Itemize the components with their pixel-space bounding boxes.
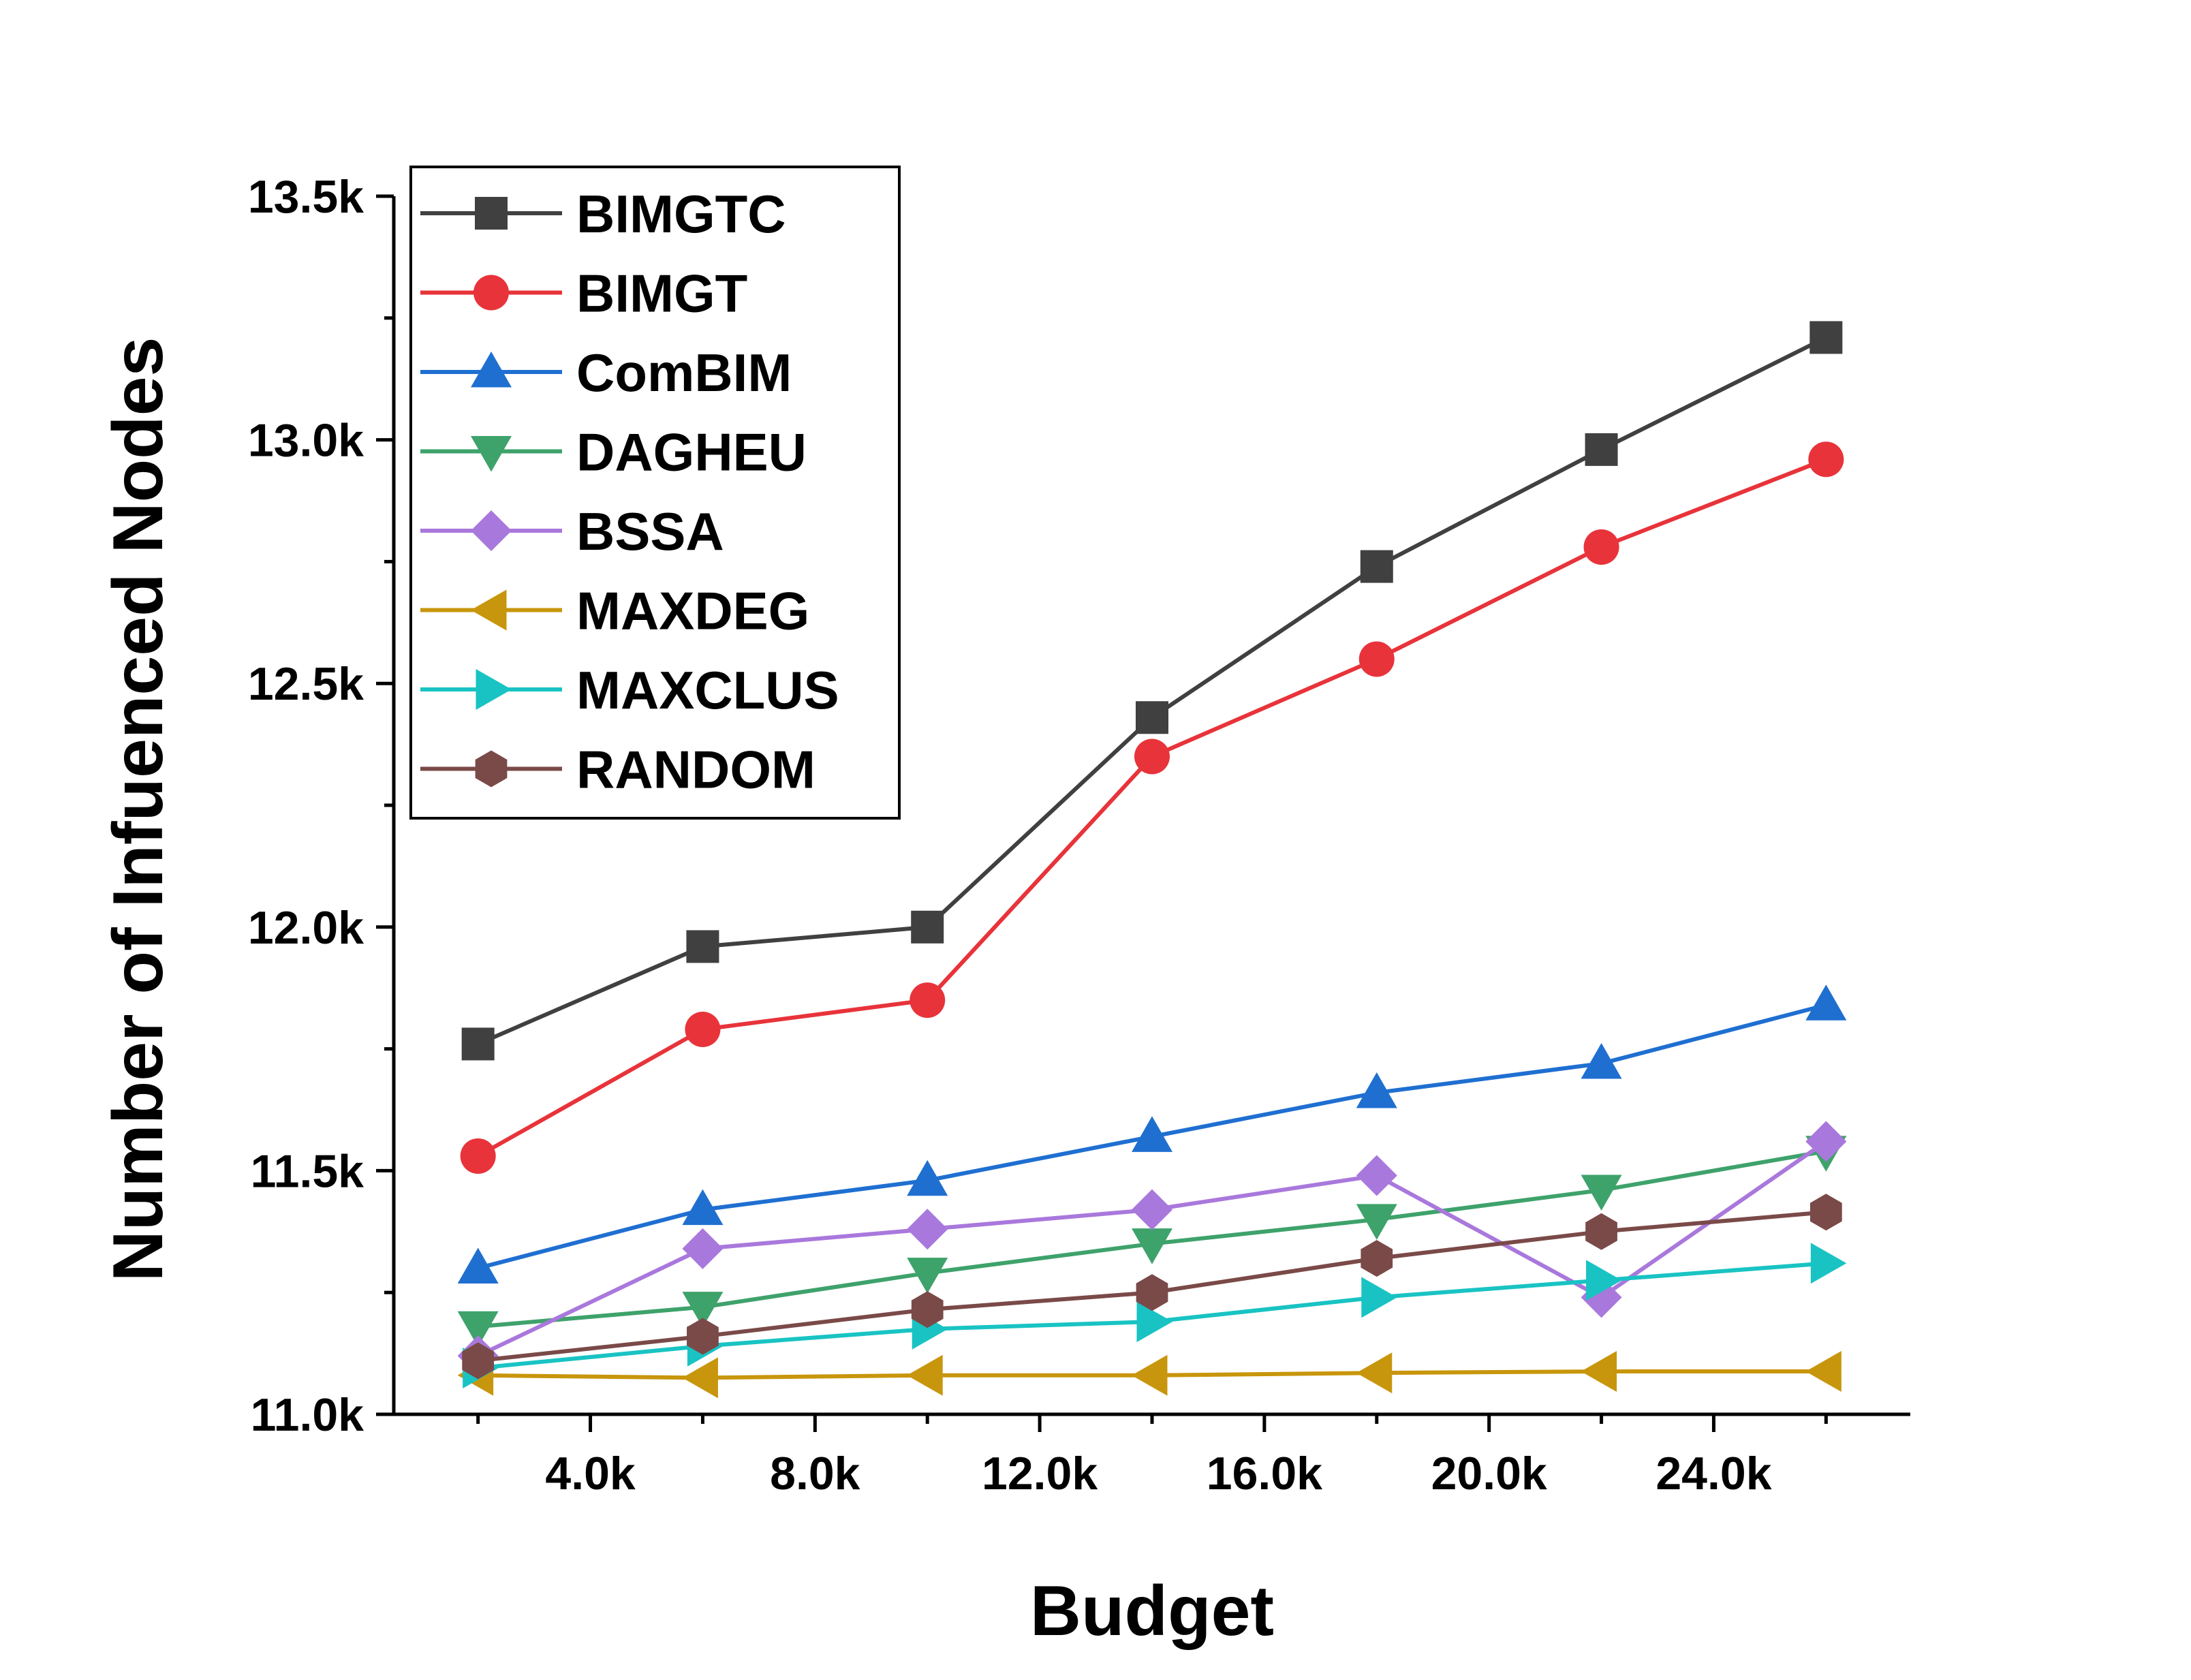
legend-marker	[473, 275, 509, 311]
data-point	[1361, 1277, 1397, 1318]
x-axis-title: Budget	[1030, 1572, 1274, 1651]
data-point	[687, 1318, 719, 1355]
data-point	[1356, 1155, 1397, 1196]
data-point	[907, 1354, 943, 1396]
data-point	[1585, 433, 1618, 466]
data-point	[1581, 1043, 1622, 1079]
data-point	[1360, 550, 1393, 583]
legend-marker	[471, 436, 512, 472]
data-point	[1805, 984, 1847, 1021]
data-point	[457, 1311, 499, 1348]
legend-label: BIMGTC	[576, 184, 786, 244]
series-layer	[457, 321, 1847, 1399]
series-maxdeg	[457, 1351, 1842, 1399]
x-tick-label: 24.0k	[1656, 1448, 1771, 1499]
data-point	[682, 1189, 724, 1226]
legend-marker	[471, 589, 507, 631]
data-point	[1586, 1260, 1622, 1301]
legend-entry: BIMGT	[420, 264, 747, 324]
data-point	[1132, 1189, 1172, 1230]
legend-entry: MAXCLUS	[420, 660, 839, 720]
data-point	[1810, 1243, 1847, 1284]
y-axis-title: Number of Infuenced Nodes	[99, 337, 178, 1282]
data-point	[1361, 1240, 1393, 1277]
data-point	[1132, 1228, 1172, 1264]
data-point	[907, 1209, 948, 1250]
legend-marker	[476, 669, 512, 710]
data-point	[1136, 1301, 1172, 1343]
data-point	[1805, 1121, 1847, 1162]
x-tick-label: 4.0k	[545, 1448, 636, 1499]
data-point	[1132, 1354, 1168, 1396]
x-tick-label: 16.0k	[1207, 1448, 1322, 1499]
data-point	[1809, 1194, 1842, 1231]
legend-marker	[475, 750, 508, 788]
legend-entry: BIMGTC	[420, 184, 786, 244]
axes: 4.0k 8.0k 12.0k 16.0k 20.0k 24.0k 11.0k 11.5k 12…	[248, 171, 1910, 1499]
data-point	[911, 910, 944, 944]
series-bimgtc	[461, 321, 1843, 1061]
data-point	[682, 1228, 724, 1269]
data-point	[1134, 738, 1170, 775]
series-combim	[457, 984, 1847, 1284]
data-point	[1356, 1204, 1397, 1240]
data-point	[911, 1291, 944, 1328]
legend-label: MAXCLUS	[576, 660, 839, 720]
legend-marker	[471, 352, 512, 388]
data-point	[685, 1011, 721, 1047]
data-point	[907, 1160, 948, 1196]
data-point	[907, 1258, 948, 1294]
legend-marker	[471, 510, 512, 551]
legend-label: RANDOM	[576, 740, 815, 800]
x-tick-label: 20.0k	[1431, 1448, 1547, 1499]
series-bimgt	[460, 441, 1844, 1174]
y-tick-label: 11.5k	[251, 1145, 364, 1197]
data-point	[1356, 1072, 1397, 1108]
legend-label: DAGHEU	[576, 422, 807, 482]
data-point	[460, 1138, 496, 1174]
data-point	[1585, 1213, 1617, 1250]
y-tick-label: 13.5k	[248, 171, 364, 223]
data-point	[1132, 1116, 1172, 1152]
data-point	[1358, 641, 1395, 677]
legend: BIMGTC BIMGT ComBIM DAGHEU BSSA MAXDEG MAXCLUS…	[409, 166, 901, 820]
data-point	[910, 982, 946, 1018]
x-tick-label: 12.0k	[982, 1448, 1098, 1499]
y-tick-label: 13.0k	[248, 415, 364, 467]
data-point	[1581, 1175, 1622, 1211]
legend-entry: RANDOM	[420, 740, 815, 800]
data-point	[457, 1247, 499, 1284]
legend-marker	[475, 197, 508, 230]
data-point	[1809, 321, 1843, 354]
data-point	[462, 1342, 495, 1380]
data-point	[682, 1357, 718, 1399]
legend-label: MAXDEG	[576, 581, 809, 641]
legend-entry: ComBIM	[420, 343, 792, 403]
data-point	[1583, 529, 1619, 565]
legend-entry: MAXDEG	[420, 581, 809, 641]
y-tick-label: 12.0k	[248, 902, 364, 954]
data-point	[461, 1027, 495, 1061]
data-point	[1356, 1352, 1393, 1394]
x-tick-label: 8.0k	[770, 1448, 860, 1499]
data-point	[1805, 1351, 1842, 1393]
data-point	[1808, 441, 1844, 478]
y-tick-label: 11.0k	[251, 1389, 364, 1441]
legend-entry: DAGHEU	[420, 422, 807, 482]
legend-label: ComBIM	[576, 343, 792, 403]
legend-label: BIMGT	[576, 264, 747, 324]
legend-label: BSSA	[576, 501, 724, 561]
series-random	[462, 1194, 1842, 1380]
data-point	[1581, 1351, 1617, 1393]
data-point	[1136, 701, 1168, 734]
y-tick-label: 12.5k	[248, 658, 364, 710]
data-point	[686, 930, 719, 963]
data-point	[682, 1292, 724, 1328]
data-point	[1136, 1274, 1168, 1311]
legend-entry: BSSA	[420, 501, 724, 561]
